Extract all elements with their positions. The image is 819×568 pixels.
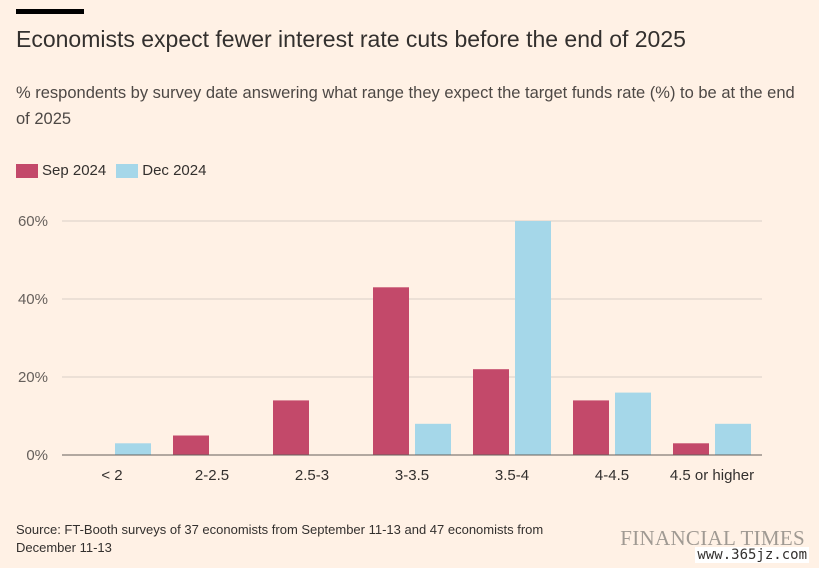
bar-dec-2024 xyxy=(515,221,551,455)
x-tick-label: 3.5-4 xyxy=(495,467,529,484)
legend-item-dec: Dec 2024 xyxy=(116,162,206,179)
source-note: Source: FT-Booth surveys of 37 economist… xyxy=(16,522,544,555)
legend-label-sep: Sep 2024 xyxy=(42,162,107,179)
ft-top-rule xyxy=(16,9,84,14)
bar-sep-2024 xyxy=(373,287,409,455)
legend-swatch-dec xyxy=(116,163,139,178)
x-tick-label: < 2 xyxy=(101,467,122,484)
legend-item-sep: Sep 2024 xyxy=(16,162,106,179)
bar-dec-2024 xyxy=(715,423,751,455)
legend-swatch-sep xyxy=(16,163,38,178)
bar-sep-2024 xyxy=(273,400,309,455)
y-tick-label: 60% xyxy=(18,213,48,230)
bar-sep-2024 xyxy=(673,443,709,455)
watermark: www.365jz.com xyxy=(695,547,809,563)
chart-title: Economists expect fewer interest rate cu… xyxy=(16,26,686,52)
x-tick-label: 4.5 or higher xyxy=(670,467,754,484)
bar-sep-2024 xyxy=(173,435,209,455)
chart-subtitle: % respondents by survey date answering w… xyxy=(16,84,795,128)
ft-logo: FINANCIAL TIMES xyxy=(620,526,805,550)
bar-sep-2024 xyxy=(473,369,509,455)
bar-dec-2024 xyxy=(115,443,151,455)
legend: Sep 2024 Dec 2024 xyxy=(16,162,216,179)
bar-dec-2024 xyxy=(615,392,651,455)
y-tick-label: 40% xyxy=(18,291,48,308)
bar-sep-2024 xyxy=(573,400,609,455)
x-tick-label: 4-4.5 xyxy=(595,467,629,484)
y-tick-label: 20% xyxy=(18,369,48,386)
x-tick-label: 2.5-3 xyxy=(295,467,329,484)
x-tick-label: 3-3.5 xyxy=(395,467,429,484)
legend-label-dec: Dec 2024 xyxy=(142,162,207,179)
x-tick-label: 2-2.5 xyxy=(195,467,229,484)
y-tick-label: 0% xyxy=(26,447,48,464)
bar-dec-2024 xyxy=(415,423,451,455)
